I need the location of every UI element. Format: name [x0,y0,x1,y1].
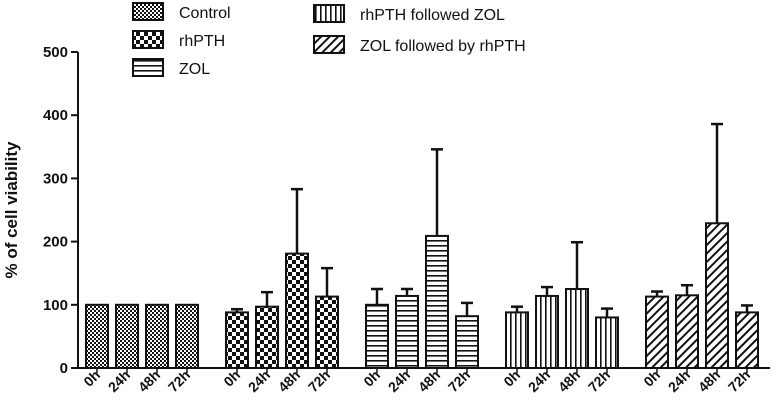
bar-group: 0h 24h 48h 72h [360,148,479,395]
bar [645,295,669,370]
x-tick-label: 48h [135,367,163,395]
bar [705,222,729,369]
x-tick-label: 48h [275,367,303,395]
legend: Control rhPTH ZOL rhPTH followed ZOL ZOL fol… [132,2,526,78]
legend-swatch [313,4,345,23]
bar [285,252,309,369]
bar [175,303,199,369]
x-tick-label: 0h [220,367,243,390]
bar [425,234,449,369]
bar [565,288,589,369]
x-tick-label: 0h [640,367,663,390]
bar [365,303,389,369]
y-tick-label: 100 [43,297,68,314]
legend-item: Control [132,2,231,22]
x-tick-label: 48h [415,367,443,395]
y-tick-label: 400 [43,107,68,124]
legend-item: ZOL followed by rhPTH [313,35,526,55]
x-tick-label: 48h [695,367,723,395]
x-tick-label: 72h [445,367,473,395]
x-tick-label: 24h [525,367,553,395]
x-tick-label: 24h [245,367,273,395]
bar [85,303,109,369]
bar [535,294,559,369]
bar-group: 0h 24h 48h 72h [220,187,339,395]
x-tick-label: 0h [500,367,523,390]
bar [315,295,339,370]
legend-label: ZOL followed by rhPTH [360,38,526,55]
legend-swatch [132,30,164,49]
bar-group: 0h 24h 48h 72h [500,240,619,395]
bar [455,315,479,369]
bar [505,311,529,370]
bar [395,294,419,369]
x-tick-label: 72h [305,367,333,395]
x-tick-label: 48h [555,367,583,395]
y-tick-label: 300 [43,170,68,187]
legend-swatch [132,2,164,21]
legend-label: ZOL [179,61,210,78]
bar [735,311,759,370]
y-tick-label: 200 [43,234,68,251]
legend-item: rhPTH [132,30,225,50]
y-tick-label: 0 [60,360,68,377]
x-tick-label: 72h [585,367,613,395]
legend-label: rhPTH [179,33,225,50]
bar [595,316,619,370]
legend-item: ZOL [132,58,210,78]
legend-swatch [132,58,164,77]
bar-group: 0h 24h 48h 72h [640,122,759,395]
legend-label: Control [179,5,231,22]
x-tick-label: 24h [385,367,413,395]
x-tick-label: 0h [360,367,383,390]
legend-item: rhPTH followed ZOL [313,4,505,24]
y-tick-label: 500 [43,44,68,61]
bar [145,303,169,369]
x-tick-label: 72h [725,367,753,395]
x-tick-label: 24h [105,367,133,395]
legend-swatch [313,35,345,54]
bar [255,305,279,370]
bars: 0h 24h 48h 72h 0h 24h 48h 72h 0h 24h 48h 72h 0h 24h 48… [80,122,759,395]
bar [675,294,699,370]
x-tick-label: 24h [665,367,693,395]
bar [225,311,249,370]
bar [115,303,139,369]
x-tick-label: 72h [165,367,193,395]
y-axis-title: % of cell viability [2,141,21,279]
legend-label: rhPTH followed ZOL [360,7,505,24]
bar-group: 0h 24h 48h 72h [80,303,199,395]
x-tick-label: 0h [80,367,103,390]
